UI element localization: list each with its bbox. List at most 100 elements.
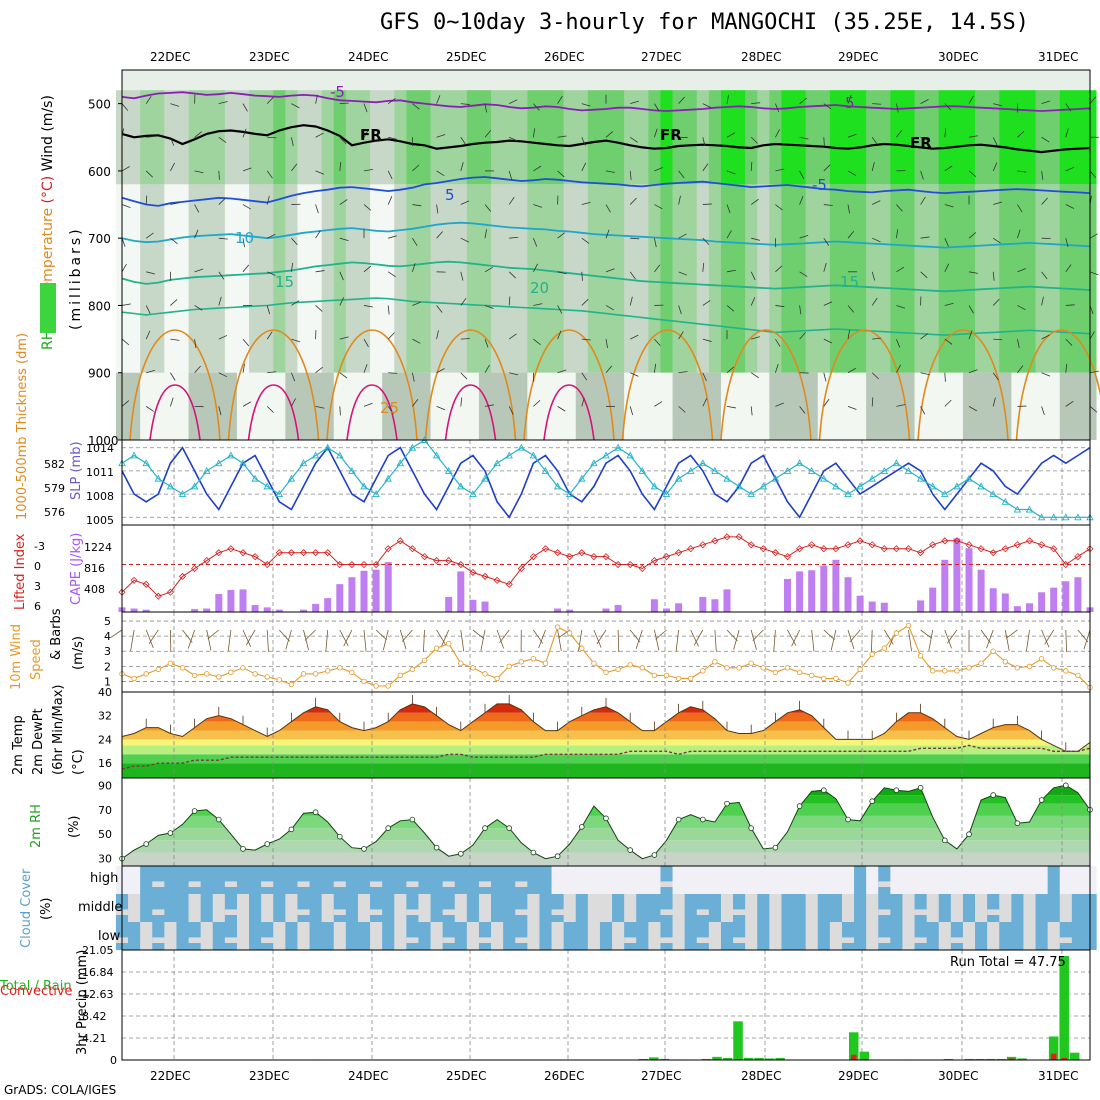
rh-cell [491,90,504,185]
wind-barb [194,170,204,174]
wind-barb [412,301,421,306]
li-point [263,560,271,569]
wind-barb [593,629,602,648]
bottom-date-label: 29DEC [838,1069,878,1083]
wind-barb [145,330,151,340]
wind-barb [110,629,123,638]
wind-barb [508,296,511,306]
cloud-gap [333,909,347,915]
wind-barb [509,136,518,142]
wind-barb [920,136,930,142]
li-point [650,557,658,565]
temp-25-contour [720,329,812,441]
wind-barb [242,204,251,210]
thickness-point [699,459,707,467]
thickness-point [941,490,949,498]
li-point [1025,537,1034,545]
thickness-point [735,482,743,490]
wind-barb [605,339,608,349]
wind-barb [1006,629,1018,639]
wind-barb [242,338,250,347]
wind-barb [557,271,567,275]
wind-speed-point [748,660,754,667]
cloud-cell-high [793,866,807,894]
wind-barb [1041,296,1044,306]
wind-speed-point [627,662,633,668]
wind-barb [1041,406,1045,416]
thickness-point [396,459,405,467]
wind-barb [690,629,699,647]
ylabel-part: (°C) [40,171,56,203]
rh-cell [442,184,456,373]
wind-barb [484,204,492,212]
wind-barb [557,369,567,374]
temp-25-contour [621,329,714,441]
wind-barb [339,336,349,340]
cloud-cell-low [829,922,843,950]
wind-barb [508,170,513,180]
thickness-point [493,459,501,467]
wind-barb [242,167,252,172]
wind-barb [266,96,274,104]
wind-barb [944,338,953,345]
rh-cell [999,184,1012,373]
rh-cell [249,90,262,185]
thickness-point [457,482,465,490]
cloud-cell-high [285,866,299,894]
cloud-cell-middle [140,894,153,922]
cape-bar [372,569,380,612]
cloud-cell-middle [696,894,710,922]
wind-barb [194,305,203,311]
wind-barb [678,406,686,413]
cloud-gap [914,909,928,915]
li-tick: -3 [34,540,45,553]
wind-barb [387,406,394,414]
wind-speed-point [325,668,331,674]
rh-cell [321,184,335,373]
wind-barb [1089,271,1099,276]
cloud-cell-high [987,866,1000,894]
cloud-cell-low [503,922,516,950]
wind-speed-point [179,665,186,671]
cloud-cell-high [273,866,286,894]
top-date-label: 24DEC [348,50,388,64]
li-point [287,549,295,557]
wind-barb [218,237,228,240]
bottom-date-label: 28DEC [741,1069,781,1083]
rh-cell [321,90,335,185]
cape-bar [130,608,138,612]
cloud-cell-high [503,866,516,894]
wind-barb [206,629,212,651]
wind-barb [412,399,419,407]
wind-barb [1017,204,1023,213]
rh-cell [491,184,504,373]
wind-barb [799,305,802,315]
rh-cell [345,90,359,185]
contour-label: 15 [275,273,294,291]
cloud-cell-low [745,922,758,950]
cape-bar [723,589,731,612]
total-precip-bar [701,1058,712,1060]
li-point [505,580,513,588]
slp-line [121,446,1091,519]
cloud-cell-high [406,866,420,894]
wind-barb [267,271,276,276]
li-point [711,537,719,545]
wind-barb [315,170,325,175]
wind-barb [460,629,465,652]
thickness-point [674,474,683,482]
li-point [130,576,138,584]
wind-barb [654,401,663,407]
cloud-cell-middle [938,894,952,922]
li-point [178,572,187,580]
cloud-gap [914,937,928,943]
wind-barb [170,202,180,205]
thickness-ylabel: 1000-500mb Thickness (dm) [15,333,30,520]
rh-point [966,831,972,838]
cloud-cell-low [333,922,347,950]
wind-barb [944,128,947,138]
cloud-cell-middle [636,894,649,922]
wind-barb [557,95,563,104]
rh-cell [249,184,262,373]
convective-precip-bar [651,1058,657,1060]
